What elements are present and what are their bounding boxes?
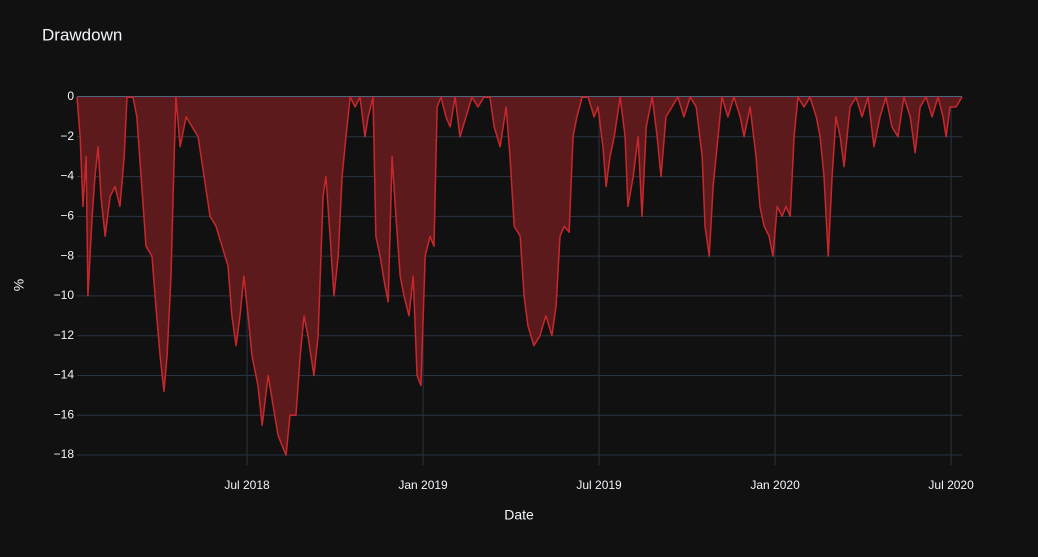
y-tick-label: −2 (60, 129, 74, 143)
x-axis-title: Date (504, 507, 534, 523)
x-tick-label: Jul 2020 (928, 478, 974, 492)
y-tick-label: 0 (67, 89, 74, 103)
y-tick-label: −12 (54, 328, 75, 342)
y-tick-label: −10 (54, 288, 75, 302)
chart-title: Drawdown (42, 25, 122, 44)
y-tick-label: −8 (60, 248, 74, 262)
area-fill (77, 97, 962, 456)
y-tick-label: −18 (54, 447, 75, 461)
area-line (76, 96, 963, 456)
y-axis-title: % (11, 279, 27, 291)
y-tick-label: −14 (54, 368, 75, 382)
x-tick-label: Jul 2019 (576, 478, 622, 492)
y-tick-label: −6 (60, 209, 74, 223)
x-tick-label: Jan 2020 (750, 478, 800, 492)
y-tick-label: −16 (54, 407, 75, 421)
x-tick-label: Jan 2019 (398, 478, 448, 492)
y-tick-label: −4 (60, 169, 74, 183)
x-tick-label: Jul 2018 (224, 478, 270, 492)
